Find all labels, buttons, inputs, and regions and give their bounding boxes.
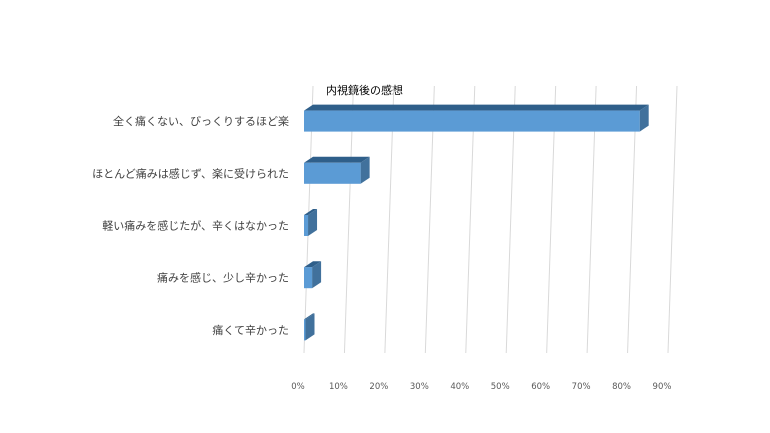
- x-tick-label: 10%: [329, 382, 348, 392]
- category-label: 痛くて辛かった: [212, 323, 289, 337]
- bar-side-face: [312, 261, 322, 289]
- x-tick-label: 50%: [491, 382, 510, 392]
- category-labels: 全く痛くない、びっくりするほど楽ほとんど痛みは感じず、楽に受けられた軽い痛みを感…: [92, 114, 289, 337]
- bar: [304, 209, 318, 236]
- bar: [304, 156, 370, 184]
- bar-front-face: [304, 162, 361, 184]
- x-tick-label: 20%: [369, 382, 388, 392]
- bar: [304, 261, 322, 289]
- x-tick-label: 80%: [612, 382, 631, 392]
- x-tick-label: 40%: [450, 382, 469, 392]
- x-tick-label: 60%: [531, 382, 550, 392]
- bar-front-face: [304, 110, 640, 132]
- bar-side-face: [639, 104, 649, 132]
- bar: [304, 313, 315, 341]
- bars: [304, 104, 649, 341]
- bar-top-face: [304, 261, 322, 268]
- x-tick-label: 70%: [572, 382, 591, 392]
- bar-side-face: [308, 209, 318, 236]
- bar-top-face: [304, 209, 318, 215]
- x-tick-label: 30%: [410, 382, 429, 392]
- bar-front-face: [304, 267, 313, 289]
- x-tick-label: 0%: [291, 382, 305, 392]
- x-tick-label: 90%: [653, 382, 672, 392]
- bar-front-face: [304, 319, 306, 341]
- x-axis-tick-labels: 0% 10% 20% 30% 40% 50% 60% 70% 80% 90%: [291, 382, 671, 392]
- gridline: [667, 85, 678, 354]
- category-label: ほとんど痛みは感じず、楽に受けられた: [92, 166, 289, 180]
- bar-top-face: [304, 156, 370, 163]
- chart-title: 内視鏡後の感想: [326, 83, 403, 97]
- category-label: 痛みを感じ、少し辛かった: [157, 271, 289, 285]
- bar-side-face: [360, 156, 370, 184]
- category-label: 軽い痛みを感じたが、辛くはなかった: [102, 219, 289, 233]
- gridlines: [303, 85, 678, 354]
- bar-side-face: [305, 313, 315, 341]
- category-label: 全く痛くない、びっくりするほど楽: [113, 114, 289, 128]
- bar-front-face: [304, 215, 309, 236]
- bar: [304, 104, 649, 132]
- bar-top-face: [304, 313, 315, 320]
- bar-top-face: [304, 104, 649, 111]
